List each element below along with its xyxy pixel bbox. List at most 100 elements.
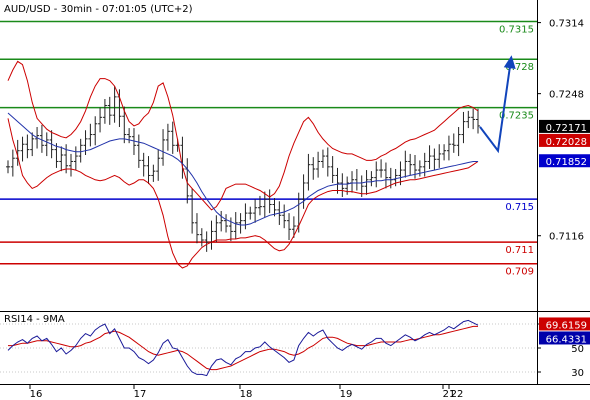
price-badges: 0.72171 0.72028 0.71852	[539, 119, 590, 168]
moving-average-line	[7, 112, 478, 226]
price-bar	[282, 204, 287, 229]
price-bar	[403, 150, 408, 178]
price-bar	[127, 128, 132, 144]
price-bar	[199, 228, 204, 247]
time-axis-tick-label: 17	[134, 389, 147, 400]
level-label-resistance: 0.7235	[499, 111, 534, 122]
price-bar	[257, 195, 262, 216]
rsi-badges: 69.6159 66.4331	[539, 317, 590, 345]
time-axis-tick-label: 18	[240, 389, 253, 400]
rsi-badge-box	[539, 331, 590, 345]
price-bar	[141, 152, 146, 177]
price-panel: 0.7315 0.728 0.7235 0.715 0.711 0.709 AUD/USD…	[0, 4, 537, 278]
bollinger-lower-line	[7, 118, 479, 269]
price-bar	[219, 210, 224, 232]
price-badge: 0.71852	[539, 154, 590, 168]
price-badge-box	[539, 133, 590, 147]
rsi-axis-tick-label: 30	[571, 368, 584, 379]
price-bar	[20, 136, 25, 162]
price-bar	[456, 127, 461, 157]
price-bar	[214, 215, 219, 243]
price-bar	[451, 133, 456, 153]
time-axis-tick-label: 21	[443, 389, 456, 400]
price-bar	[44, 132, 49, 157]
price-bar	[151, 164, 156, 182]
price-bar	[442, 144, 447, 161]
price-bar	[39, 124, 44, 153]
price-bars	[6, 86, 480, 252]
price-bar	[73, 146, 78, 171]
time-axis-tick-label: 16	[30, 389, 43, 400]
rsi-badge-text: 66.4331	[546, 334, 587, 345]
price-bar	[291, 216, 296, 238]
price-bar	[335, 167, 340, 194]
level-label-support: 0.709	[505, 267, 534, 278]
level-label-pivot: 0.715	[505, 202, 534, 213]
rsi-gridlines	[0, 323, 537, 373]
price-bar	[379, 159, 384, 178]
price-bar	[320, 149, 325, 168]
rsi-badge-box	[539, 317, 590, 331]
price-bar	[131, 128, 136, 155]
price-bar	[156, 149, 161, 181]
price-axis-tick-label: 0.7314	[549, 19, 584, 30]
price-bar	[364, 170, 369, 195]
price-badge-text: 0.71852	[546, 157, 587, 168]
price-bar	[306, 153, 311, 191]
level-label-support: 0.711	[505, 245, 534, 256]
price-bar	[437, 144, 442, 168]
price-bar	[427, 145, 432, 169]
price-bar	[54, 143, 59, 168]
price-bar	[30, 132, 35, 157]
price-bar	[88, 123, 93, 147]
price-bar	[194, 213, 199, 244]
price-bar	[272, 198, 277, 217]
price-bar	[248, 206, 253, 220]
price-badge-box	[539, 119, 590, 133]
level-label-resistance: 0.7315	[499, 25, 534, 36]
projection-arrow-line	[479, 59, 512, 154]
price-bar	[25, 134, 30, 159]
price-bar	[98, 107, 103, 133]
price-bar	[190, 188, 195, 234]
level-label-resistance: 0.728	[505, 62, 534, 73]
price-badge-text: 0.72171	[546, 123, 587, 134]
price-bar	[466, 110, 471, 129]
price-bar	[107, 96, 112, 125]
price-bar	[15, 139, 20, 166]
price-badge: 0.72171	[539, 119, 590, 134]
price-bar	[461, 111, 466, 144]
price-bar	[267, 189, 272, 214]
price-bar	[446, 135, 451, 161]
price-bar	[330, 156, 335, 183]
rsi-badge-text: 69.6159	[546, 320, 587, 331]
price-bar	[316, 151, 321, 178]
price-axis-tick-label: 0.7116	[549, 232, 584, 243]
rsi-axis-tick-label: 50	[571, 344, 584, 355]
price-bar	[224, 214, 229, 233]
price-bar	[369, 171, 374, 187]
rsi-badge: 69.6159	[539, 317, 590, 331]
price-axis-tick-label: 0.7248	[549, 90, 584, 101]
price-bar	[253, 199, 258, 223]
price-bar	[6, 160, 10, 174]
price-bar	[287, 213, 292, 241]
price-bar	[311, 157, 316, 180]
price-bar	[170, 121, 175, 154]
price-bar	[10, 149, 15, 177]
price-bar	[233, 212, 238, 239]
bollinger-upper-line	[7, 60, 479, 211]
rsi-ma-line	[8, 325, 478, 371]
price-bar	[301, 174, 306, 209]
price-badge-box	[539, 154, 590, 168]
price-bar	[238, 213, 243, 234]
time-axis-tick-label: 22	[451, 389, 464, 400]
price-badge-text: 0.72028	[546, 137, 587, 148]
chart-title: AUD/USD - 30min - 07:01:05 (UTC+2)	[4, 4, 193, 15]
price-bar	[59, 146, 64, 172]
price-bar	[383, 162, 388, 189]
price-bar	[204, 231, 209, 252]
